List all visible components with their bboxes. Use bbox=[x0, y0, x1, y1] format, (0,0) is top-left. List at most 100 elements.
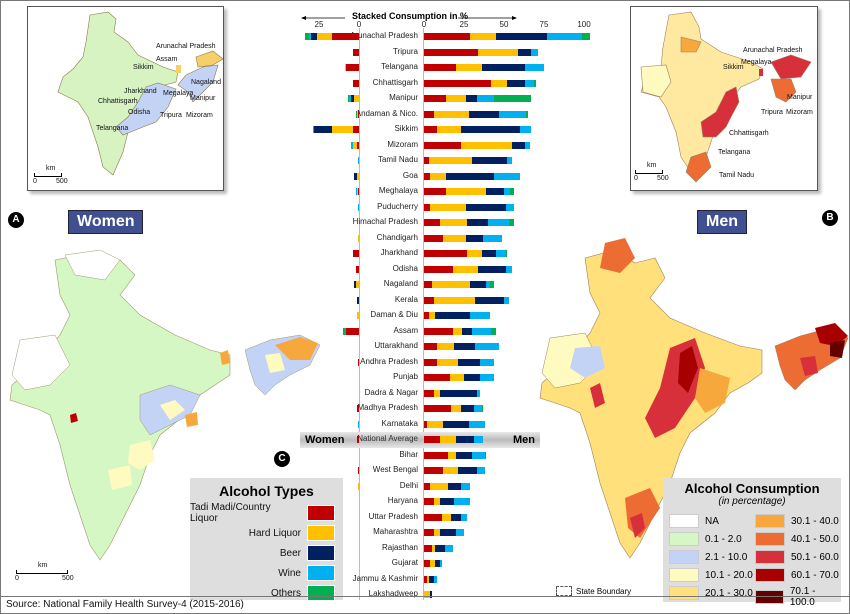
men-bar-segment-hard-liquor bbox=[440, 436, 456, 443]
women-bar-segment-tadi-madi-country-liquor bbox=[355, 265, 359, 273]
legend-item-wine: Wine bbox=[278, 565, 335, 581]
men-bar-segment-beer bbox=[448, 482, 461, 490]
women-bar-segment-others bbox=[304, 33, 310, 40]
men-bar-segment-tadi-madi-country-liquor bbox=[424, 250, 468, 257]
women-bar-segment-tadi-madi-country-liquor bbox=[358, 467, 359, 474]
legend-swatch bbox=[755, 532, 785, 546]
men-bar-segment-wine bbox=[460, 513, 468, 521]
women-bar-segment-tadi-madi-country-liquor bbox=[331, 33, 359, 40]
men-bar-segment-hard-liquor bbox=[433, 529, 440, 536]
women-bar-segment-hard-liquor bbox=[355, 281, 359, 288]
women-bar-segment-hard-liquor bbox=[331, 126, 353, 133]
men-bar-segment-beer bbox=[435, 560, 440, 567]
legend-swatch bbox=[307, 585, 335, 601]
men-bar-segment-tadi-madi-country-liquor bbox=[424, 157, 429, 164]
state-boundary-swatch bbox=[556, 586, 572, 596]
state-label: Uttar Pradesh bbox=[368, 511, 418, 521]
women-bar-segment-tadi-madi-country-liquor bbox=[357, 436, 359, 443]
inset-label: Assam bbox=[156, 56, 178, 63]
women-bar-segment-hard-liquor bbox=[344, 64, 347, 71]
panel-label-c: C bbox=[274, 451, 290, 467]
men-bar-segment-beer bbox=[472, 157, 508, 164]
band-women-label: Women bbox=[305, 434, 345, 446]
legend-swatch bbox=[669, 550, 699, 564]
women-bar-segment-others bbox=[343, 327, 345, 335]
men-bar-segment-wine bbox=[476, 389, 480, 397]
women-bar-segment-tadi-madi-country-liquor bbox=[352, 48, 359, 56]
men-bar-segment-beer bbox=[440, 529, 456, 536]
men-bar-segment-wine bbox=[496, 250, 506, 257]
women-bar-segment-hard-liquor bbox=[357, 172, 359, 180]
state-label: Bihar bbox=[399, 449, 418, 459]
men-bar-segment-wine bbox=[472, 451, 485, 459]
men-bar-segment-wine bbox=[504, 188, 511, 195]
men-bar-segment-hard-liquor bbox=[440, 219, 468, 226]
women-bar-segment-tadi-madi-country-liquor bbox=[357, 141, 359, 149]
band-men-label: Men bbox=[513, 434, 535, 446]
men-bar-segment-tadi-madi-country-liquor bbox=[424, 219, 440, 226]
men-bar-segment-wine bbox=[547, 33, 583, 40]
men-bar-segment-hard-liquor bbox=[443, 234, 466, 242]
men-bar-segment-hard-liquor bbox=[478, 48, 519, 56]
state-label: Dadra & Nagar bbox=[364, 387, 418, 397]
men-bar-segment-wine bbox=[480, 358, 495, 366]
legend-item-others: Others bbox=[271, 585, 335, 601]
state-label: Daman & Diu bbox=[370, 310, 418, 319]
men-tick-label: 0 bbox=[421, 20, 427, 29]
men-bar-segment-hard-liquor bbox=[428, 157, 472, 164]
men-bar-segment-hard-liquor bbox=[430, 203, 466, 211]
men-bar-segment-beer bbox=[457, 358, 480, 366]
men-bar-segment-hard-liquor bbox=[433, 110, 469, 118]
men-bar-segment-hard-liquor bbox=[452, 265, 479, 273]
men-bar-segment-tadi-madi-country-liquor bbox=[424, 95, 447, 102]
inset-label: Mizoram bbox=[186, 112, 213, 119]
men-bar-segment-hard-liquor bbox=[470, 33, 496, 40]
men-bar-segment-beer bbox=[440, 389, 477, 397]
divider bbox=[0, 596, 850, 597]
inset-label: Nagaland bbox=[191, 79, 221, 86]
legend-swatch bbox=[755, 514, 785, 528]
state-label: Punjab bbox=[393, 372, 418, 381]
men-bar-segment-wine bbox=[520, 126, 532, 133]
state-label: Mizoram bbox=[387, 139, 418, 149]
state-label: Karnataka bbox=[381, 418, 418, 428]
inset-label: Mizoram bbox=[786, 109, 813, 116]
men-bar-segment-tadi-madi-country-liquor bbox=[424, 389, 434, 397]
men-bar-segment-tadi-madi-country-liquor bbox=[424, 436, 440, 443]
men-bar-segment-hard-liquor bbox=[436, 358, 458, 366]
state-label: Andhra Pradesh bbox=[360, 356, 418, 366]
women-bar-segment-hard-liquor bbox=[352, 141, 358, 149]
women-bar-segment-wine bbox=[349, 95, 351, 102]
men-bar-segment-beer bbox=[481, 250, 496, 257]
women-bar-segment-others bbox=[355, 110, 357, 118]
men-bar-segment-hard-liquor bbox=[467, 250, 482, 257]
state-label: Lakshadweep bbox=[368, 589, 418, 598]
men-bar-segment-wine bbox=[454, 498, 471, 505]
men-bar-segment-beer bbox=[486, 188, 504, 195]
women-bar-segment-wine bbox=[357, 157, 359, 164]
men-bar-segment-beer bbox=[454, 343, 476, 350]
men-bar-segment-beer bbox=[435, 312, 471, 319]
men-bar-segment-hard-liquor bbox=[432, 281, 471, 288]
women-bar-segment-beer bbox=[354, 172, 358, 180]
legend-swatch bbox=[755, 590, 784, 604]
men-bar-segment-tadi-madi-country-liquor bbox=[424, 281, 432, 288]
men-bar-segment-beer bbox=[467, 219, 488, 226]
men-inset-map: Arunachal Pradesh Megalaya Sikkim Manipu… bbox=[630, 6, 818, 191]
state-label: Jharkhand bbox=[380, 248, 418, 257]
men-bar-segment-tadi-madi-country-liquor bbox=[424, 64, 456, 71]
men-axis-line bbox=[423, 28, 424, 600]
alcohol-consumption-legend: Alcohol Consumption (in percentage) NA 0.… bbox=[663, 478, 841, 608]
women-bar-segment-beer bbox=[314, 126, 332, 133]
state-label: Madhya Pradesh bbox=[357, 403, 418, 412]
legend-label: Tadi Madi/Country Liquor bbox=[190, 502, 271, 524]
legend-swatch bbox=[755, 550, 785, 564]
women-bar-segment-wine bbox=[358, 420, 359, 428]
women-bar-segment-tadi-madi-country-liquor bbox=[346, 64, 359, 71]
women-bar-segment-tadi-madi-country-liquor bbox=[357, 110, 359, 118]
women-bar-segment-beer bbox=[351, 95, 355, 102]
women-bar-segment-tadi-madi-country-liquor bbox=[357, 188, 359, 195]
men-bar-segment-tadi-madi-country-liquor bbox=[424, 544, 432, 552]
men-bar-segment-beer bbox=[468, 110, 500, 118]
